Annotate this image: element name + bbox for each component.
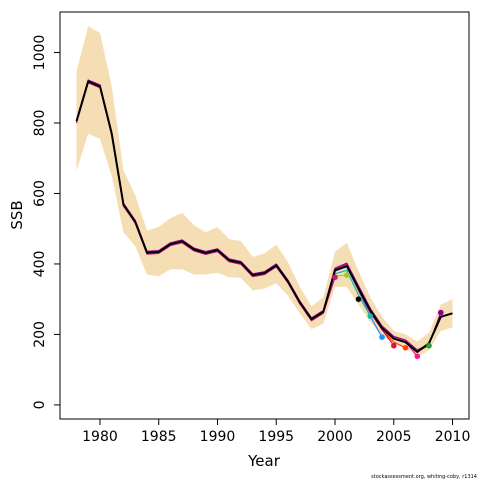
- series-line-10: [75, 80, 453, 353]
- x-axis: 1980 1985 1990 1995 2000 2005 2010: [82, 419, 470, 445]
- endpoint-marker-8: [414, 353, 421, 360]
- endpoint-marker-4: [367, 313, 374, 319]
- confidence-band: [76, 26, 453, 358]
- x-tick-label: 1985: [141, 429, 177, 445]
- endpoint-markers: [332, 272, 444, 360]
- x-tick-label: 2000: [317, 429, 353, 445]
- endpoint-marker-1: [332, 274, 338, 281]
- source-note: stockassessment.org, whiting-coby, r1314: [371, 474, 477, 480]
- x-tick-label: 1990: [200, 429, 236, 445]
- y-tick-label: 1000: [32, 35, 48, 71]
- endpoint-marker-10: [438, 309, 444, 316]
- endpoint-marker-5: [379, 334, 385, 341]
- x-tick-label: 2005: [376, 429, 412, 445]
- endpoint-marker-9: [426, 342, 432, 349]
- endpoint-marker-2: [344, 272, 350, 279]
- x-tick-label: 1995: [258, 429, 294, 445]
- series-lines: [75, 79, 453, 357]
- y-tick-label: 200: [32, 321, 48, 348]
- endpoint-marker-6: [391, 342, 397, 349]
- y-axis-title: SSB: [8, 200, 26, 229]
- endpoint-marker-7: [402, 345, 409, 351]
- endpoint-marker-3: [355, 296, 362, 303]
- plot-frame: [59, 11, 470, 420]
- y-axis: 0 200 400 600 800 1000: [32, 35, 60, 409]
- y-tick-label: 400: [32, 251, 48, 278]
- y-tick-label: 800: [32, 110, 48, 137]
- x-axis-title: Year: [247, 452, 281, 470]
- confidence-band-area: [76, 26, 453, 358]
- y-tick-label: 0: [32, 400, 48, 409]
- x-tick-label: 2010: [435, 429, 471, 445]
- y-tick-label: 600: [32, 180, 48, 207]
- x-tick-label: 1980: [82, 429, 118, 445]
